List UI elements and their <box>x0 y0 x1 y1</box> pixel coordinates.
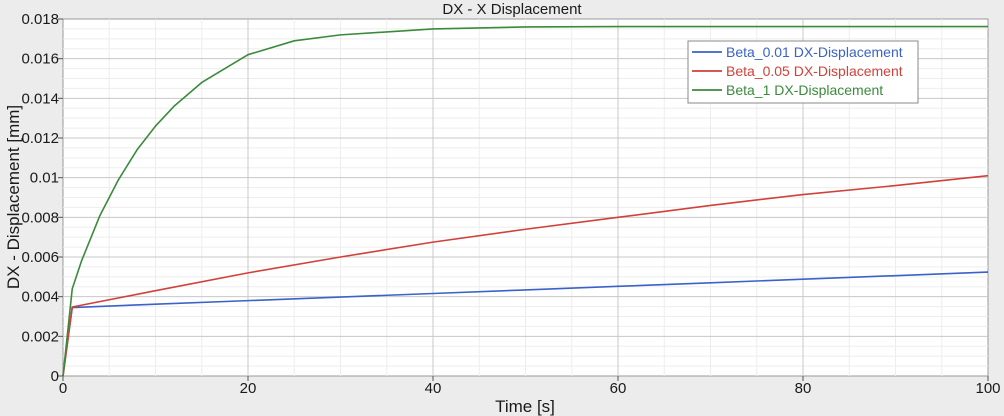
series-line-2 <box>62 174 989 377</box>
x-tick-label: 20 <box>240 380 257 397</box>
x-axis-title: Time [s] <box>495 397 555 416</box>
y-tick-label: 0.016 <box>21 51 59 68</box>
series-line-1 <box>62 271 989 377</box>
x-tick-label: 60 <box>610 380 627 397</box>
y-axis-title: DX - Displacement [mm] <box>4 105 23 289</box>
y-tick-label: 0.006 <box>21 249 59 266</box>
legend-box <box>687 40 919 104</box>
x-tick-label: 40 <box>425 380 442 397</box>
legend-label-3: Beta_1 DX-Displacement <box>726 82 883 98</box>
y-tick-label: 0 <box>51 368 59 385</box>
axes: 0 20 40 60 80 100 0 0.002 0.004 0.006 0.008 0.01 0.0… <box>21 11 1000 397</box>
y-tick-label: 0.012 <box>21 130 59 147</box>
grid <box>63 19 988 376</box>
series-line-3 <box>62 25 988 377</box>
legend-label-1: Beta_0.01 DX-Displacement <box>726 44 903 60</box>
x-tick-label: 100 <box>975 380 1000 397</box>
y-tick-label: 0.008 <box>21 209 59 226</box>
y-tick-label: 0.002 <box>21 328 59 345</box>
x-tick-label: 0 <box>59 380 67 397</box>
y-tick-label: 0.01 <box>30 170 59 187</box>
series-group <box>62 25 989 377</box>
legend-label-2: Beta_0.05 DX-Displacement <box>726 63 903 79</box>
y-tick-label: 0.014 <box>21 90 59 107</box>
legend: Beta_0.01 DX-Displacement Beta_0.05 DX-Di… <box>687 40 919 104</box>
x-tick-label: 80 <box>795 380 812 397</box>
chart-title: DX - X Displacement <box>442 1 582 18</box>
legend-items: Beta_0.01 DX-Displacement Beta_0.05 DX-Di… <box>692 44 903 98</box>
y-tick-label: 0.018 <box>21 11 59 28</box>
y-tick-label: 0.004 <box>21 289 59 306</box>
